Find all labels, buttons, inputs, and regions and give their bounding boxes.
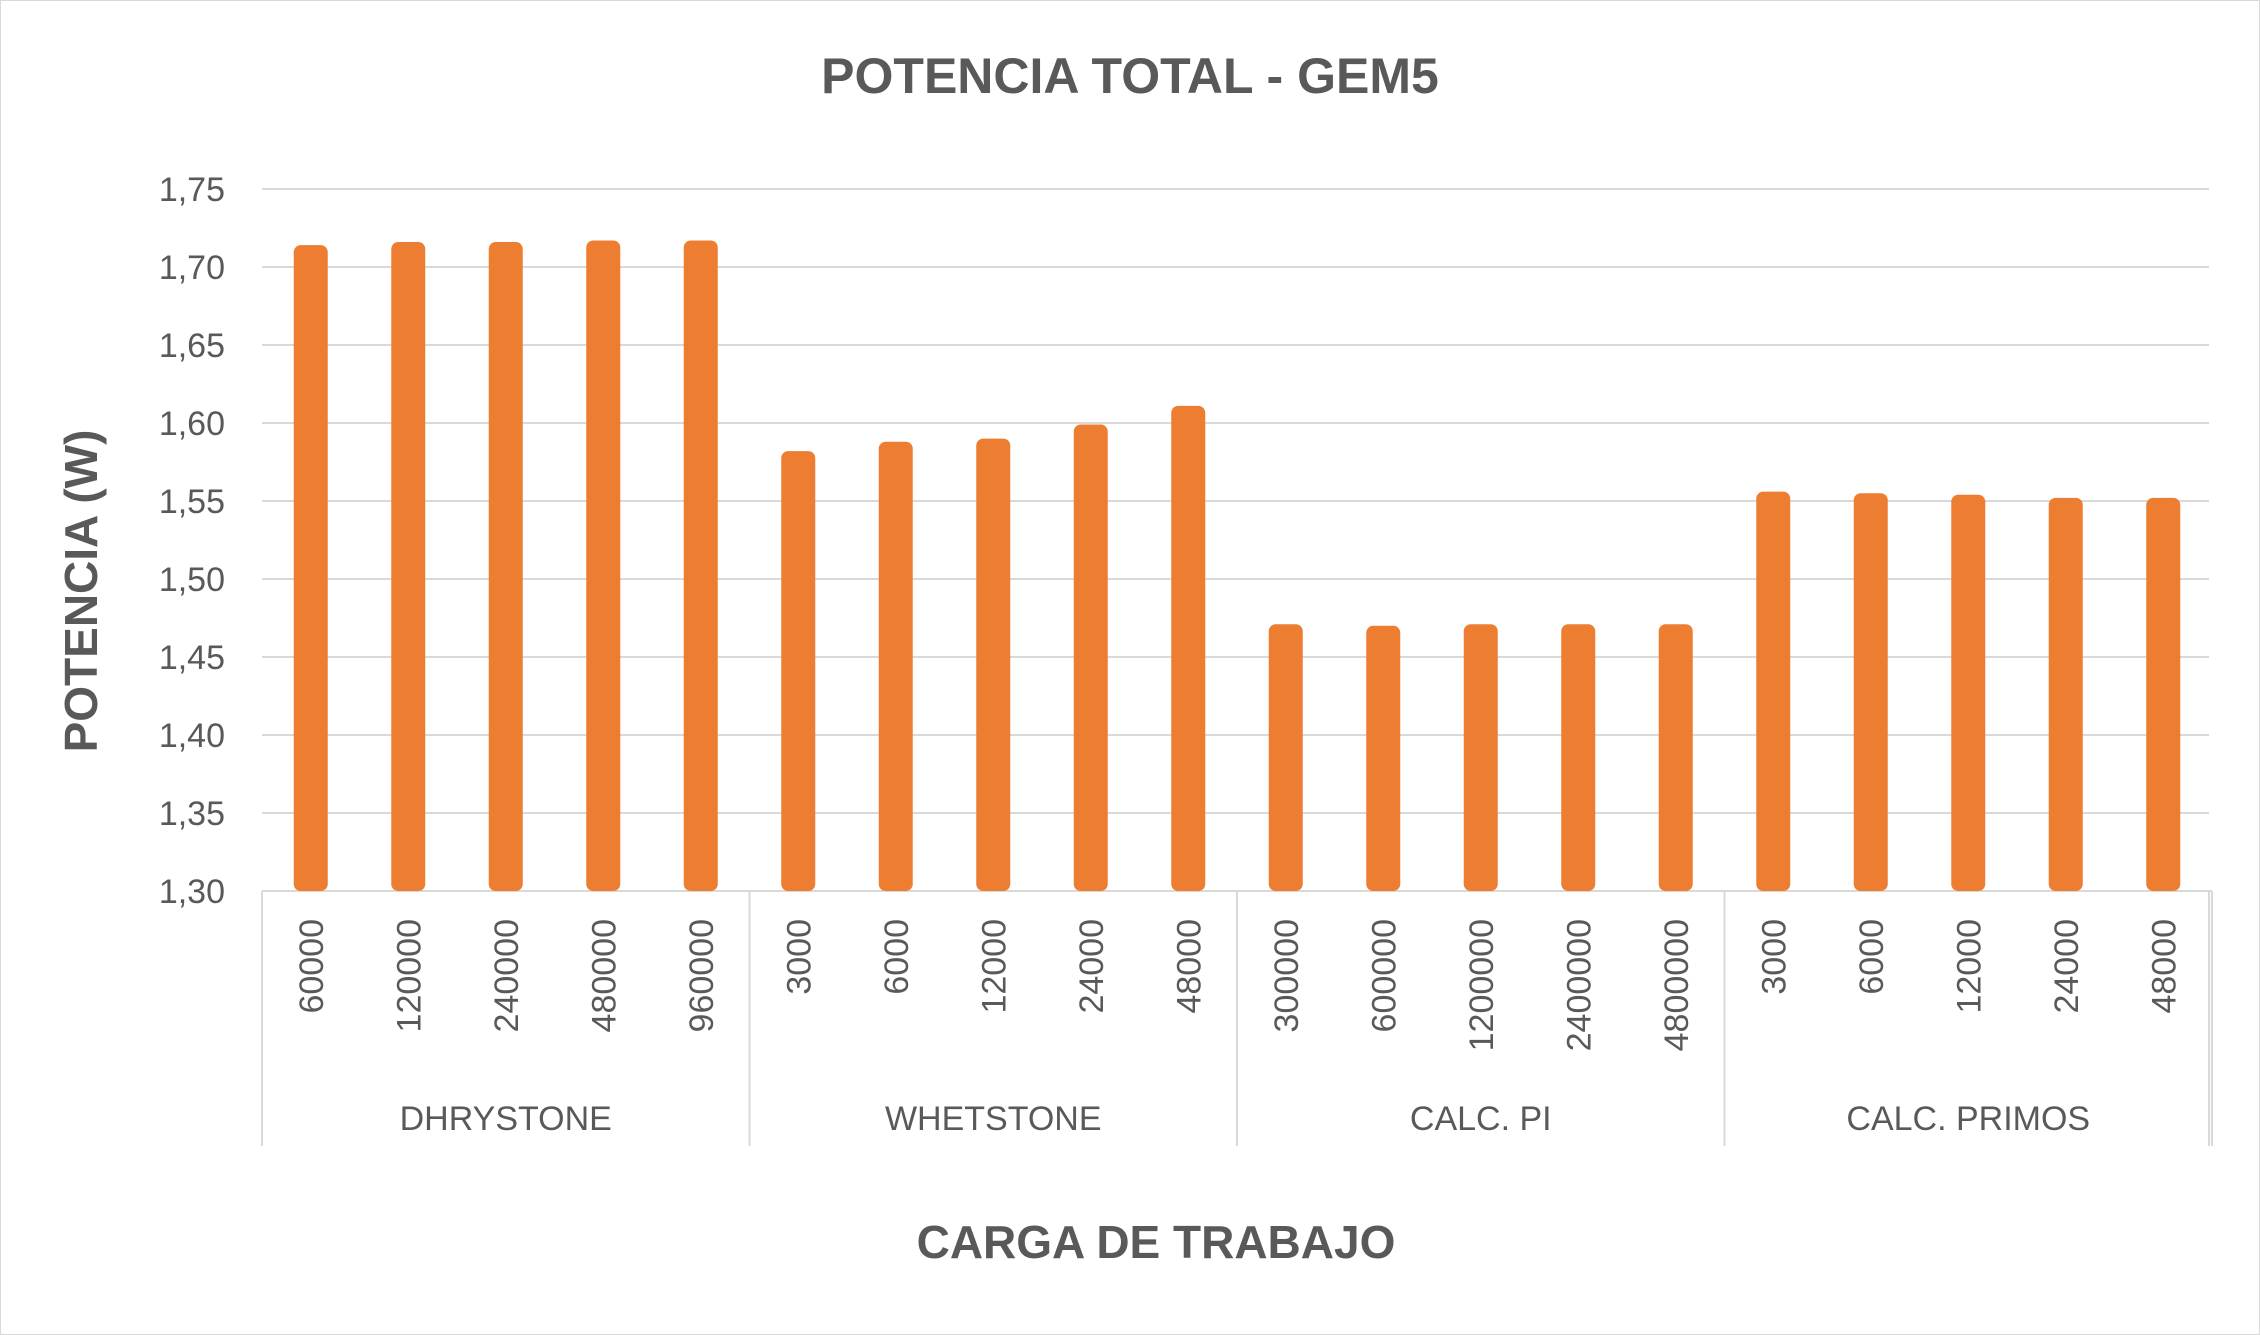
x-tick-label: 60000 bbox=[293, 919, 331, 1014]
x-tick-label: 12000 bbox=[975, 919, 1013, 1014]
y-tick-label: 1,60 bbox=[159, 405, 225, 443]
x-tick-label: 300000 bbox=[1268, 919, 1306, 1032]
bar bbox=[1853, 493, 1888, 891]
bar bbox=[1366, 625, 1401, 891]
y-axis-ticks: 1,30 1,35 1,40 1,45 1,50 1,55 1,60 1,65 1,70 1,75 bbox=[159, 171, 225, 911]
gridlines bbox=[262, 188, 2209, 892]
bar bbox=[976, 438, 1011, 891]
x-tick-label: 600000 bbox=[1365, 919, 1403, 1032]
x-tick-label: 24000 bbox=[2048, 919, 2086, 1014]
bars bbox=[293, 240, 2181, 892]
y-tick-label: 1,45 bbox=[159, 639, 225, 677]
group-label: CALC. PRIMOS bbox=[1846, 1100, 2090, 1138]
group-label: DHRYSTONE bbox=[400, 1100, 612, 1138]
x-tick-label: 480000 bbox=[585, 919, 623, 1032]
y-tick-label: 1,50 bbox=[159, 561, 225, 599]
bar bbox=[586, 240, 621, 892]
bar bbox=[1756, 491, 1791, 891]
x-axis-title: CARGA DE TRABAJO bbox=[917, 1216, 1396, 1268]
bar bbox=[391, 242, 426, 892]
bar bbox=[2146, 497, 2181, 891]
y-tick-label: 1,35 bbox=[159, 795, 225, 833]
bar bbox=[683, 240, 718, 892]
y-tick-label: 1,30 bbox=[159, 873, 225, 911]
bar bbox=[1463, 624, 1498, 891]
x-tick-label: 6000 bbox=[878, 919, 916, 995]
bar bbox=[781, 451, 816, 891]
x-tick-label: 24000 bbox=[1073, 919, 1111, 1014]
x-tick-label: 3000 bbox=[1755, 919, 1793, 995]
x-tick-label: 240000 bbox=[488, 919, 526, 1032]
group-label: CALC. PI bbox=[1410, 1100, 1552, 1138]
x-tick-label: 4800000 bbox=[1658, 919, 1696, 1051]
x-axis-categories: 60000 120000 240000 480000 960000 DHRYSTONE 30… bbox=[261, 890, 2213, 1146]
bar bbox=[1268, 624, 1303, 891]
x-tick-label: 3000 bbox=[780, 919, 818, 995]
bar bbox=[1561, 624, 1596, 891]
x-tick-label: 6000 bbox=[1853, 919, 1891, 995]
x-tick-label: 2400000 bbox=[1560, 919, 1598, 1051]
y-tick-label: 1,75 bbox=[159, 171, 225, 209]
bar bbox=[1658, 624, 1693, 891]
x-tick-label: 120000 bbox=[390, 919, 428, 1032]
y-tick-label: 1,65 bbox=[159, 327, 225, 365]
x-tick-label: 48000 bbox=[2145, 919, 2183, 1014]
bar bbox=[878, 441, 913, 891]
x-tick-label: 1200000 bbox=[1463, 919, 1501, 1051]
x-tick-label: 960000 bbox=[683, 919, 721, 1032]
y-axis-title: POTENCIA (W) bbox=[55, 430, 107, 753]
chart-title: POTENCIA TOTAL - GEM5 bbox=[821, 48, 1439, 104]
y-tick-label: 1,40 bbox=[159, 717, 225, 755]
x-tick-label: 12000 bbox=[1950, 919, 1988, 1014]
group-label: WHETSTONE bbox=[885, 1100, 1102, 1138]
bar bbox=[488, 242, 523, 892]
bar bbox=[1073, 424, 1108, 891]
bar bbox=[1951, 494, 1986, 891]
bar bbox=[2048, 497, 2083, 891]
x-tick-label: 48000 bbox=[1170, 919, 1208, 1014]
y-tick-label: 1,55 bbox=[159, 483, 225, 521]
bar bbox=[1171, 405, 1206, 891]
y-tick-label: 1,70 bbox=[159, 249, 225, 287]
bar bbox=[293, 245, 328, 891]
